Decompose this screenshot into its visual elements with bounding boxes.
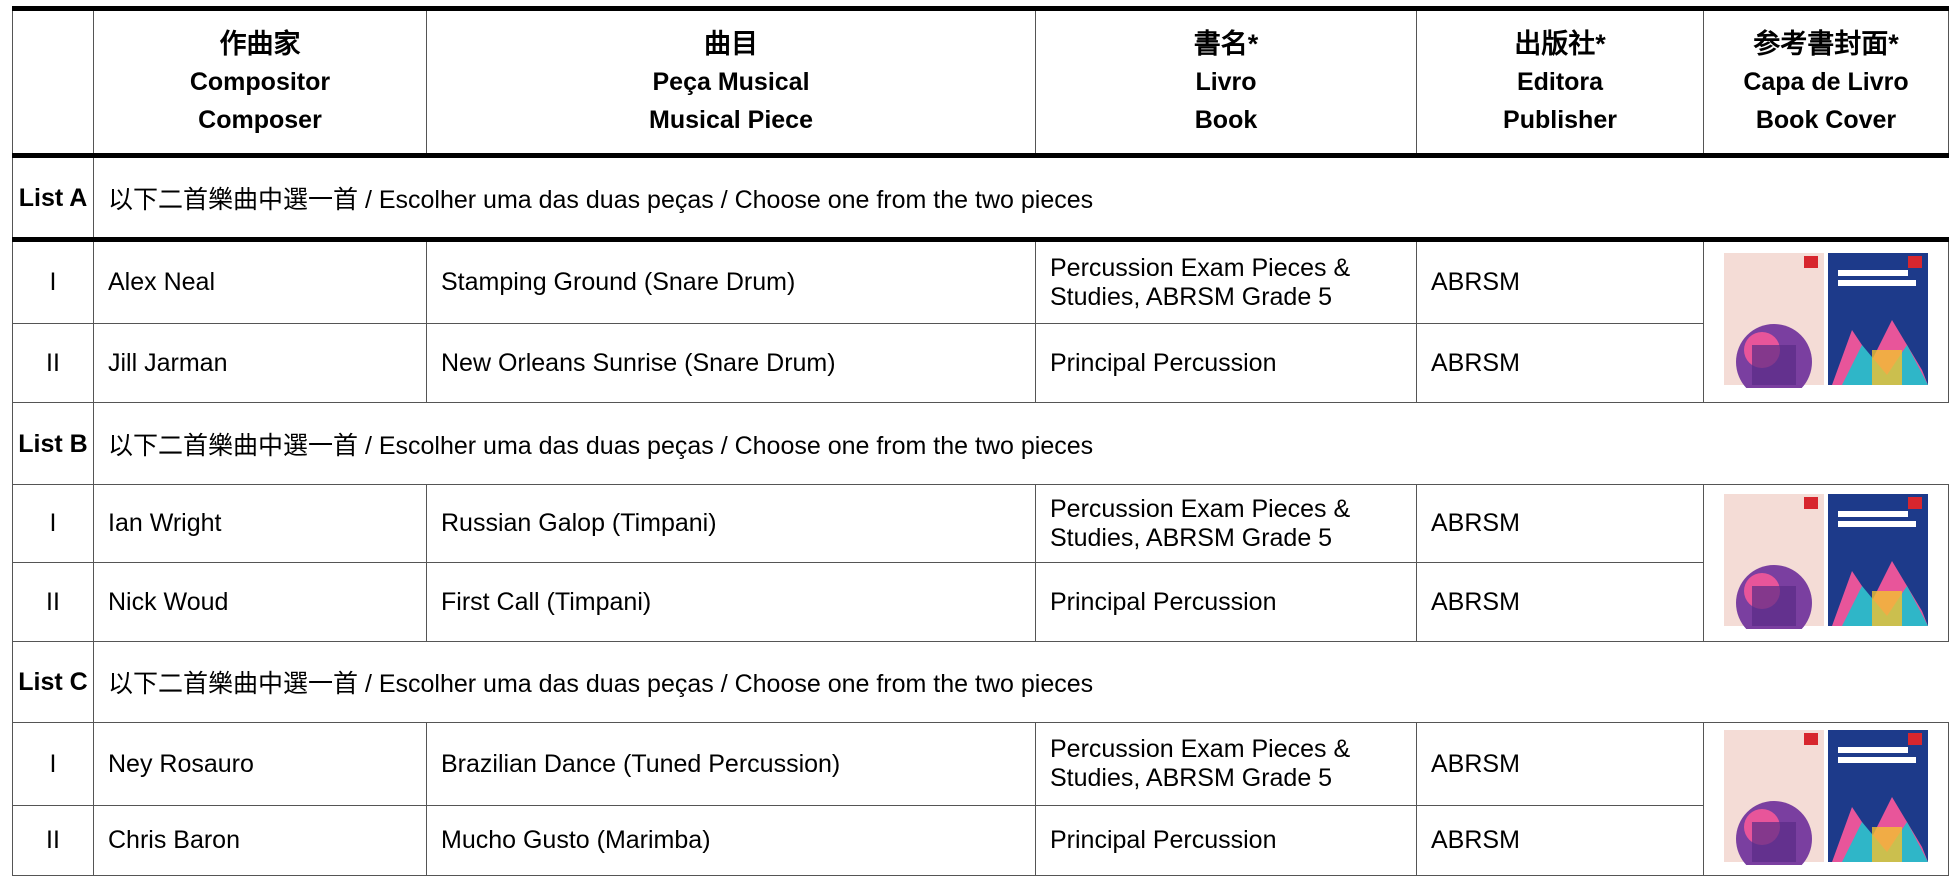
section-row: List A 以下二首樂曲中選一首 / Escolher uma das duas… [12,155,1949,242]
cell: I [12,484,94,563]
header-en: Musical Piece [649,106,813,134]
cell: Brazilian Dance (Tuned Percussion) [426,722,1036,806]
header-zh: 書名* [1193,29,1259,59]
cell: New Orleans Sunrise (Snare Drum) [426,323,1036,403]
piece-row: II Nick Woud First Call (Timpani) Principal… [12,562,1949,642]
cover-cell [1703,484,1949,642]
cell: Jill Jarman [93,323,427,403]
header-cell [12,6,94,158]
header-cell: 出版社* Editora Publisher [1416,6,1704,158]
piece-row: II Chris Baron Mucho Gusto (Marimba) Princi… [12,805,1949,876]
cell: II [12,323,94,403]
header-pt: Peça Musical [652,68,810,96]
header-en: Book [1194,106,1258,134]
header-zh: 出版社* [1514,29,1606,59]
section-instruction: 以下二首樂曲中選一首 / Escolher uma das duas peças… [93,402,1949,485]
cell: ABRSM [1416,323,1704,403]
piece-row: I Alex Neal Stamping Ground (Snare Drum) Pe… [12,239,1949,403]
header-en: Composer [198,106,322,134]
section-label: List A [12,155,94,242]
book-cover [1724,493,1928,641]
cell: I [12,239,94,324]
header-cell: 作曲家 Compositor Composer [93,6,427,158]
header-cell: 参考書封面* Capa de Livro Book Cover [1703,6,1949,158]
cell: I [12,722,94,806]
cell: Alex Neal [93,239,427,324]
header-pt: Compositor [189,68,331,96]
cell: Principal Percussion [1035,562,1417,642]
cover-cell [1703,722,1949,876]
book-cover [1724,729,1928,875]
header-pt: Capa de Livro [1743,68,1909,96]
section-label: List C [12,641,94,723]
cell: Russian Galop (Timpani) [426,484,1036,563]
header-cell: 書名* Livro Book [1035,6,1417,158]
section-instruction: 以下二首樂曲中選一首 / Escolher uma das duas peças… [93,641,1949,723]
cell: ABRSM [1416,239,1704,324]
header-pt: Editora [1516,68,1604,96]
cell: Principal Percussion [1035,323,1417,403]
header-cell: 曲目 Peça Musical Musical Piece [426,6,1036,158]
header-en: Publisher [1503,106,1617,134]
cell: II [12,562,94,642]
header-zh: 作曲家 [219,29,301,59]
cell: Percussion Exam Pieces & Studies, ABRSM … [1035,722,1417,806]
cell: Stamping Ground (Snare Drum) [426,239,1036,324]
section-row: List C 以下二首樂曲中選一首 / Escolher uma das duas… [12,641,1949,723]
cell: Mucho Gusto (Marimba) [426,805,1036,876]
cover-cell [1703,239,1949,403]
cell: Nick Woud [93,562,427,642]
cell: II [12,805,94,876]
header-zh: 曲目 [704,29,758,59]
cell: Percussion Exam Pieces & Studies, ABRSM … [1035,239,1417,324]
section-label: List B [12,402,94,485]
cell: Principal Percussion [1035,805,1417,876]
header-row: 作曲家 Compositor Composer 曲目 Peça Musical Music… [12,6,1949,158]
piece-row: I Ney Rosauro Brazilian Dance (Tuned Percu… [12,722,1949,876]
section-instruction: 以下二首樂曲中選一首 / Escolher uma das duas peças… [93,155,1949,242]
cell: Chris Baron [93,805,427,876]
cell: ABRSM [1416,562,1704,642]
header-pt: Livro [1195,68,1257,96]
repertoire-table: 作曲家 Compositor Composer 曲目 Peça Musical Music… [12,6,1949,876]
cell: ABRSM [1416,484,1704,563]
cell: ABRSM [1416,722,1704,806]
piece-row: II Jill Jarman New Orleans Sunrise (Snare … [12,323,1949,403]
header-en: Book Cover [1755,106,1897,134]
book-cover [1724,252,1928,400]
cell: Ney Rosauro [93,722,427,806]
piece-row: I Ian Wright Russian Galop (Timpani) Percus… [12,484,1949,642]
cell: First Call (Timpani) [426,562,1036,642]
section-row: List B 以下二首樂曲中選一首 / Escolher uma das duas… [12,402,1949,485]
header-zh: 参考書封面* [1753,29,1899,59]
cell: ABRSM [1416,805,1704,876]
cell: Ian Wright [93,484,427,563]
cell: Percussion Exam Pieces & Studies, ABRSM … [1035,484,1417,563]
